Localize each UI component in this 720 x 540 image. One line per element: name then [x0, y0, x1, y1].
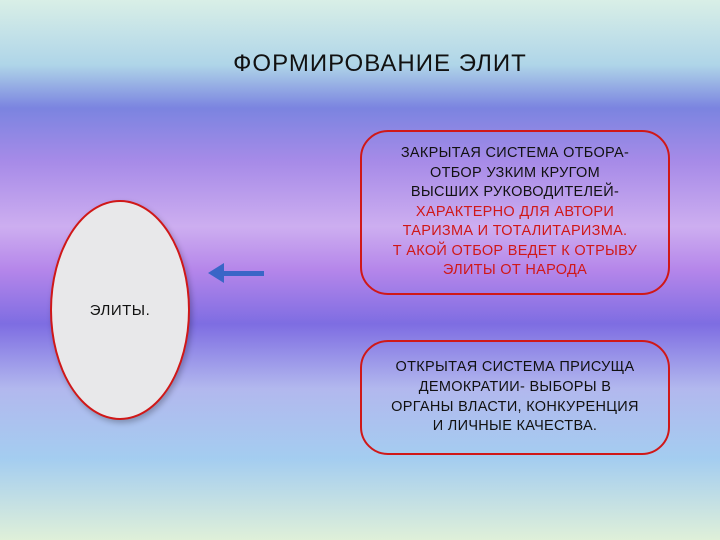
- box2-line: ДЕМОКРАТИИ- ВЫБОРЫ В: [419, 378, 611, 398]
- slide-title: ФОРМИРОВАНИЕ ЭЛИТ: [0, 50, 720, 78]
- box2-line: ОРГАНЫ ВЛАСТИ, КОНКУРЕНЦИЯ: [391, 398, 639, 418]
- box2-line: ОТКРЫТАЯ СИСТЕМА ПРИСУЩА: [395, 358, 634, 378]
- open-system-box: ОТКРЫТАЯ СИСТЕМА ПРИСУЩА ДЕМОКРАТИИ- ВЫБ…: [360, 340, 670, 455]
- elite-ellipse: ЭЛИТЫ.: [50, 200, 190, 420]
- slide-content: ФОРМИРОВАНИЕ ЭЛИТ ЭЛИТЫ. ЗАКРЫТАЯ СИСТЕМ…: [0, 0, 720, 540]
- elite-ellipse-label: ЭЛИТЫ.: [90, 302, 151, 319]
- closed-system-box: ЗАКРЫТАЯ СИСТЕМА ОТБОРА- ОТБОР УЗКИМ КРУ…: [360, 130, 670, 295]
- box1-line: Т АКОЙ ОТБОР ВЕДЕТ К ОТРЫВУ: [393, 242, 637, 262]
- arrow-head: [208, 263, 224, 283]
- arrow-left-icon: [208, 263, 264, 283]
- box1-line: ЭЛИТЫ ОТ НАРОДА: [443, 261, 587, 281]
- box2-line: И ЛИЧНЫЕ КАЧЕСТВА.: [433, 417, 598, 437]
- box1-line: ХАРАКТЕРНО ДЛЯ АВТОРИ: [416, 203, 614, 223]
- box1-line: ТАРИЗМА И ТОТАЛИТАРИЗМА.: [403, 222, 628, 242]
- arrow-shaft: [224, 271, 264, 276]
- box1-line: ВЫСШИХ РУКОВОДИТЕЛЕЙ-: [411, 183, 619, 203]
- box1-line: ОТБОР УЗКИМ КРУГОМ: [430, 164, 600, 184]
- box1-line: ЗАКРЫТАЯ СИСТЕМА ОТБОРА-: [401, 144, 629, 164]
